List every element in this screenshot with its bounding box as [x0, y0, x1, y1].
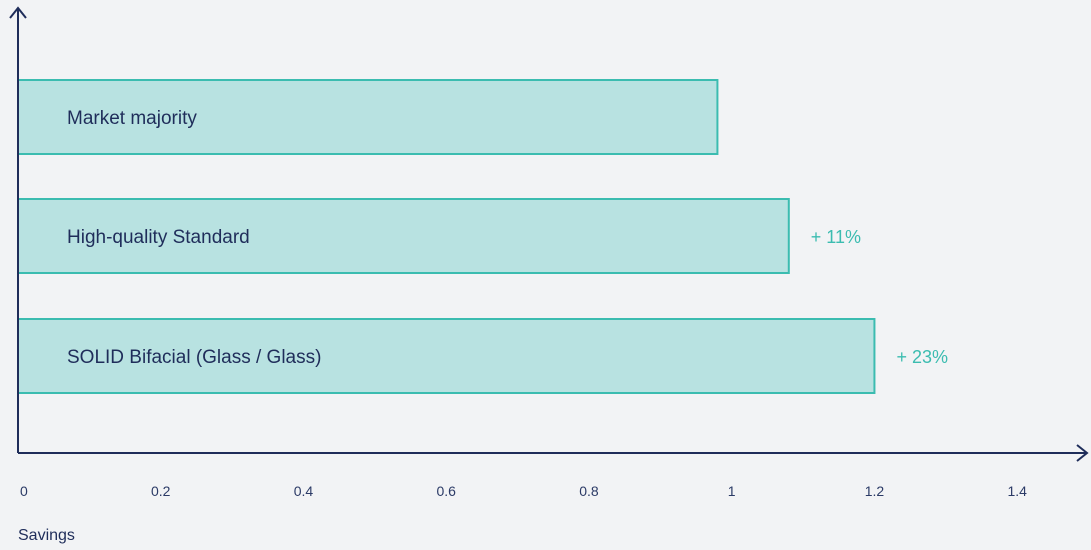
- bar-2: [17, 318, 876, 394]
- bar-1: [17, 198, 790, 274]
- x-tick-label: 1: [728, 483, 736, 499]
- bar-label-0: Market majority: [67, 108, 197, 129]
- bar-0: [17, 79, 719, 155]
- bar-label-2: SOLID Bifacial (Glass / Glass): [67, 347, 321, 368]
- x-tick-label: 0: [20, 483, 28, 499]
- x-tick-label: 1.2: [865, 483, 885, 499]
- x-tick-label: 0.2: [151, 483, 171, 499]
- x-ticks-layer: 0 0.2 0.4 0.6 0.8 1 1.2 1.4: [20, 483, 1027, 499]
- bar-annotation-1: + 11%: [811, 227, 861, 247]
- x-axis-arrow-icon: [1076, 444, 1089, 462]
- annotations-layer: + 11% + 23%: [811, 227, 948, 367]
- bar-labels-layer: Market majority High-quality Standard SOLI…: [67, 108, 321, 368]
- y-axis-arrow-icon: [9, 6, 27, 19]
- axes-layer: [9, 6, 1089, 462]
- x-tick-label: 1.4: [1007, 483, 1027, 499]
- x-axis-title: Savings: [18, 527, 75, 544]
- x-tick-label: 0.8: [579, 483, 599, 499]
- bar-label-1: High-quality Standard: [67, 227, 250, 248]
- x-tick-label: 0.4: [294, 483, 314, 499]
- x-tick-label: 0.6: [436, 483, 456, 499]
- bars-layer: [17, 79, 876, 394]
- bar-annotation-2: + 23%: [896, 347, 948, 367]
